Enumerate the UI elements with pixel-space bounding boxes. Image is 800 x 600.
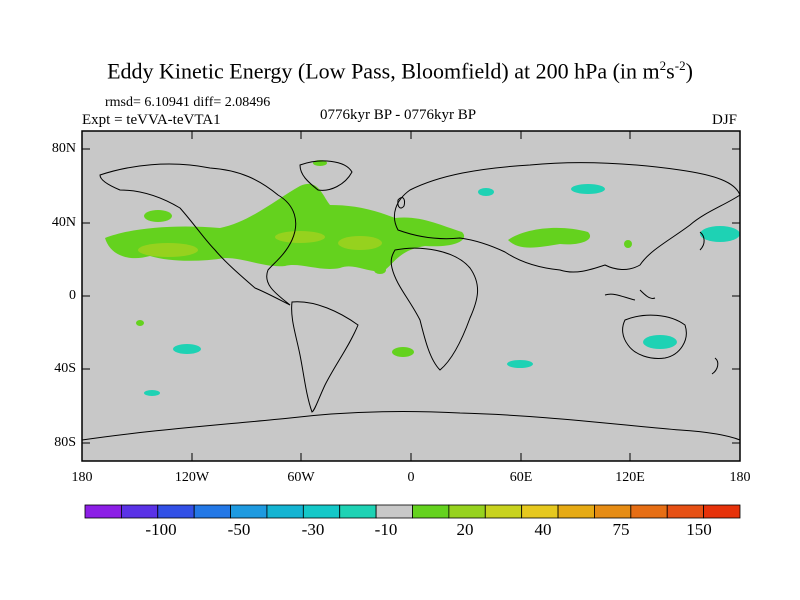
coastlines: [81, 160, 741, 441]
colorbar-swatch: [193, 504, 231, 519]
season-label: DJF: [712, 112, 738, 128]
colorbar-swatch: [630, 504, 668, 519]
colorbar-swatch: [157, 504, 195, 519]
colorbar-label-1: -100: [145, 520, 177, 539]
colorbar: [84, 504, 741, 519]
south-america-coast: [291, 301, 359, 413]
stats-label: rmsd= 6.10941 diff= 2.08496: [105, 95, 271, 110]
africa-coast: [390, 247, 478, 371]
colorbar-swatch: [484, 504, 523, 519]
south-atlantic-blob: [392, 347, 414, 357]
south-pacific-blob-neg: [173, 344, 201, 354]
experiment-label: Expt = teVVA-teVTA1: [82, 112, 221, 128]
x-label-0: 0: [407, 470, 415, 485]
colorbar-swatch: [594, 504, 632, 519]
maritime-continent: [604, 289, 656, 301]
asia-band: [508, 227, 591, 248]
colorbar-label-5: 20: [456, 520, 474, 539]
nw-pacific-blob: [700, 226, 740, 242]
uk-coast: [397, 197, 405, 209]
negative-anomaly-regions: [144, 184, 740, 396]
pacific-small-blob: [144, 390, 160, 396]
colorbar-swatch: [120, 504, 159, 519]
x-label-180w: 180: [71, 470, 93, 485]
y-label-80s: 80S: [54, 435, 76, 450]
y-label-0: 0: [69, 288, 76, 303]
na-core-east: [338, 236, 382, 250]
new-zealand-coast: [711, 357, 719, 375]
x-label-120w: 120W: [174, 470, 210, 485]
colorbar-swatch: [666, 504, 705, 519]
positive-anomaly-cores: [138, 231, 382, 257]
colorbar-swatch: [375, 504, 413, 519]
x-label-60e: 60E: [509, 470, 533, 485]
colorbar-swatch: [557, 504, 595, 519]
indian-ocean-blob: [507, 360, 533, 368]
colorbar-swatch: [448, 504, 486, 519]
y-label-40n: 40N: [51, 215, 76, 230]
north-america-coast: [99, 163, 297, 306]
colorbar-swatch: [84, 504, 122, 519]
colorbar-label-6: 40: [534, 520, 552, 539]
colorbar-swatch: [339, 504, 377, 519]
colorbar-swatch: [302, 504, 341, 519]
colorbar-swatch: [521, 504, 559, 519]
colorbar-label-4: -10: [374, 520, 398, 539]
x-label-120e: 120E: [615, 470, 645, 485]
central-asia-blob: [478, 188, 494, 196]
colorbar-swatch: [412, 504, 450, 519]
siberia-blob: [571, 184, 605, 194]
y-label-80n: 80N: [51, 141, 76, 156]
south-pacific-blob: [136, 320, 144, 326]
na-core-west: [138, 243, 198, 257]
east-asia-blob: [624, 240, 632, 248]
colorbar-swatch: [230, 504, 268, 519]
mediterranean-blob: [374, 266, 386, 274]
antarctica-coast: [81, 411, 741, 441]
na-core-mid: [275, 231, 325, 243]
x-label-180e: 180: [729, 470, 751, 485]
plot-title: Eddy Kinetic Energy (Low Pass, Bloomfiel…: [107, 58, 693, 84]
axis-ticks: [82, 131, 740, 461]
japan-coast: [699, 231, 705, 251]
australia-coast: [622, 314, 687, 359]
y-label-40s: 40S: [54, 361, 76, 376]
eurasia-coast: [394, 162, 741, 273]
colorbar-swatch: [703, 504, 741, 519]
x-label-60w: 60W: [287, 470, 315, 485]
map-background: [82, 131, 740, 461]
australia-blob: [643, 335, 677, 349]
colorbar-swatch: [266, 504, 304, 519]
colorbar-label-3: -30: [301, 520, 325, 539]
colorbar-label-7: 75: [612, 520, 630, 539]
pacific-blob: [144, 210, 172, 222]
colorbar-label-2: -50: [227, 520, 251, 539]
colorbar-label-8: 150: [686, 520, 712, 539]
greenland-coast: [299, 160, 353, 191]
period-label: 0776kyr BP - 0776kyr BP: [320, 107, 477, 123]
